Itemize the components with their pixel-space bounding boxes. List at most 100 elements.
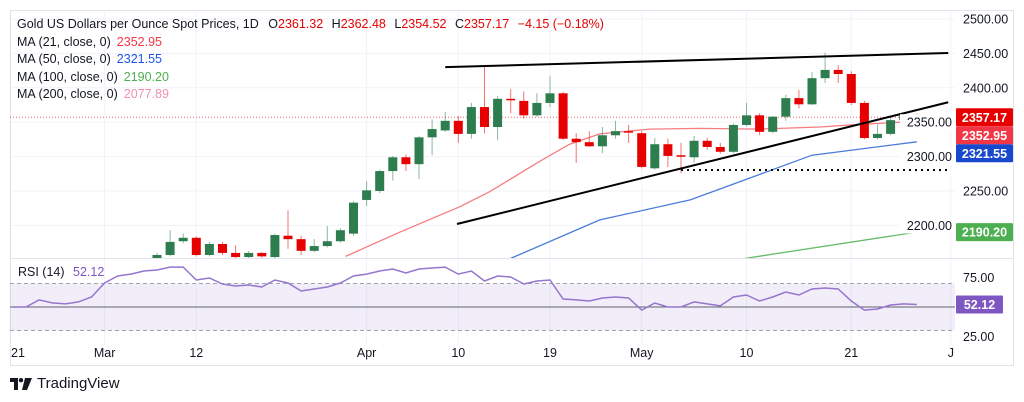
candle-up[interactable] xyxy=(244,250,254,259)
candle-down[interactable] xyxy=(624,124,634,143)
candle-up[interactable] xyxy=(322,226,332,248)
rsi-pane[interactable] xyxy=(10,266,955,331)
price-badge-text: 2190.20 xyxy=(962,226,1007,240)
candle-down[interactable] xyxy=(480,65,489,134)
candle-body xyxy=(742,115,751,125)
upper-trendline[interactable] xyxy=(445,51,949,69)
candle-down[interactable] xyxy=(519,91,529,119)
candle-body xyxy=(846,74,856,103)
candle-up[interactable] xyxy=(349,201,358,236)
candle-body xyxy=(611,131,620,136)
ma21-legend[interactable]: MA (21, close, 0) 2352.95 xyxy=(17,34,604,52)
candle-body xyxy=(873,133,882,139)
candle-up[interactable] xyxy=(309,239,319,253)
chart-legend: Gold US Dollars per Ounce Spot Prices, 1… xyxy=(17,16,604,104)
candle-body xyxy=(624,131,634,133)
candle-up[interactable] xyxy=(532,93,542,117)
candle-up[interactable] xyxy=(742,102,751,127)
candle-down[interactable] xyxy=(401,154,411,172)
candle-body xyxy=(571,138,581,143)
ma100-legend[interactable]: MA (100, close, 0) 2190.20 xyxy=(17,69,604,87)
candle-up[interactable] xyxy=(427,119,437,156)
rsi-legend[interactable]: RSI (14) 52.12 xyxy=(18,265,104,279)
candle-up[interactable] xyxy=(545,76,555,108)
candle-up[interactable] xyxy=(768,116,778,134)
candle-up[interactable] xyxy=(165,230,175,257)
ma-value: 2321.55 xyxy=(116,52,162,67)
rsi-tick-label: 75.00 xyxy=(963,271,994,285)
candle-down[interactable] xyxy=(191,236,201,257)
candle-up[interactable] xyxy=(375,169,385,194)
rsi-label: RSI (14) xyxy=(18,265,65,279)
candle-down[interactable] xyxy=(283,210,293,249)
close-value: 2357.17 xyxy=(464,17,510,31)
candle-up[interactable] xyxy=(781,94,791,121)
low-label: L xyxy=(394,17,402,31)
candle-down[interactable] xyxy=(453,116,463,143)
candle-down[interactable] xyxy=(859,100,869,140)
candle-up[interactable] xyxy=(611,120,620,139)
rsi-tick-label: 25.00 xyxy=(963,330,994,344)
candle-body xyxy=(676,155,686,157)
time-tick-label: 21 xyxy=(844,346,858,360)
candle-down[interactable] xyxy=(296,235,306,255)
ma200-legend[interactable]: MA (200, close, 0) 2077.89 xyxy=(17,86,604,104)
candle-body xyxy=(152,254,162,258)
price-axis[interactable]: 2500.00 2450.00 2400.00 2350.00 2300.00 2250.… xyxy=(900,13,1013,344)
candle-up[interactable] xyxy=(873,124,882,140)
candle-down[interactable] xyxy=(755,113,765,136)
candle-up[interactable] xyxy=(362,181,372,207)
candle-body xyxy=(637,133,647,167)
time-axis[interactable]: 21 Mar 12 Apr 10 19 May 10 21 J xyxy=(11,346,954,360)
rsi-value: 52.12 xyxy=(73,265,105,279)
candle-up[interactable] xyxy=(493,96,503,141)
candle-up[interactable] xyxy=(597,127,607,154)
candle-body xyxy=(506,98,516,101)
candle-up[interactable] xyxy=(414,135,424,180)
candle-down[interactable] xyxy=(558,91,568,141)
candle-up[interactable] xyxy=(886,117,896,136)
candle-body xyxy=(414,137,424,165)
candle-body xyxy=(768,116,778,132)
candle-down[interactable] xyxy=(794,89,804,109)
candle-up[interactable] xyxy=(466,102,476,139)
candle-down[interactable] xyxy=(218,241,227,255)
candle-down[interactable] xyxy=(846,71,856,105)
candle-up[interactable] xyxy=(204,241,214,257)
candle-up[interactable] xyxy=(440,111,450,132)
lower-trendline[interactable] xyxy=(456,101,949,225)
candle-up[interactable] xyxy=(335,228,345,243)
ma50-legend[interactable]: MA (50, close, 0) 2321.55 xyxy=(17,51,604,69)
price-badge-bg xyxy=(956,108,1013,127)
candle-down[interactable] xyxy=(257,252,267,258)
candle-down[interactable] xyxy=(571,133,581,163)
ma50-line xyxy=(510,141,917,258)
tradingview-logo[interactable]: TradingView xyxy=(10,375,120,392)
candle-down[interactable] xyxy=(663,138,673,167)
price-badge: 2357.17 xyxy=(956,108,1013,127)
candle-down[interactable] xyxy=(702,138,712,150)
candle-down[interactable] xyxy=(506,89,516,114)
candle-up[interactable] xyxy=(178,233,188,244)
ma-value: 2077.89 xyxy=(123,87,169,102)
ma-value: 2352.95 xyxy=(116,34,162,49)
candle-down[interactable] xyxy=(584,131,594,147)
candle-up[interactable] xyxy=(650,138,660,170)
candle-up[interactable] xyxy=(728,123,738,154)
candle-down[interactable] xyxy=(637,131,647,169)
candle-down[interactable] xyxy=(715,142,725,154)
candle-down[interactable] xyxy=(833,65,843,83)
ma-label: MA (21, close, 0) xyxy=(17,34,111,49)
candle-up[interactable] xyxy=(388,155,398,181)
candle-down[interactable] xyxy=(231,245,241,258)
symbol-title[interactable]: Gold US Dollars per Ounce Spot Prices, 1… xyxy=(17,17,259,31)
candle-up[interactable] xyxy=(807,71,817,105)
candle-body xyxy=(820,69,830,79)
candle-up[interactable] xyxy=(689,135,699,163)
candle-body xyxy=(218,243,227,253)
candle-up[interactable] xyxy=(270,233,280,259)
price-pane[interactable] xyxy=(10,51,955,259)
candle-up[interactable] xyxy=(820,52,830,83)
candle-up[interactable] xyxy=(152,252,162,259)
